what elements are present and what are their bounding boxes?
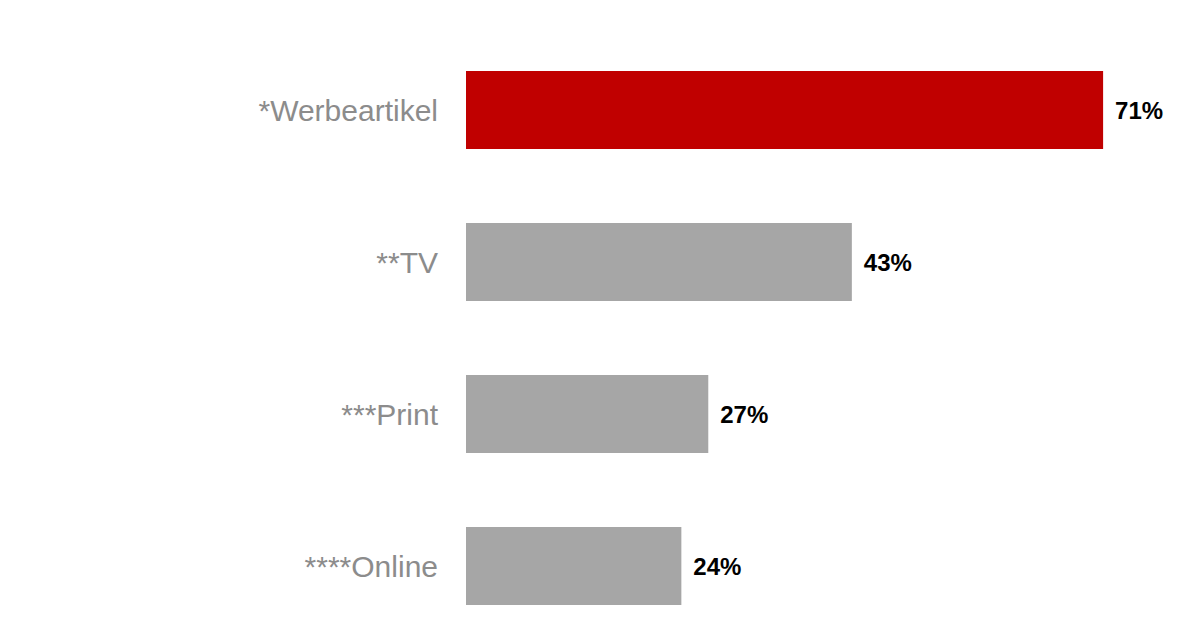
svg-text:27%: 27% (720, 401, 768, 428)
svg-text:**TV: **TV (376, 246, 438, 279)
svg-text:71%: 71% (1115, 97, 1163, 124)
svg-text:****Online: ****Online (305, 550, 438, 583)
svg-text:24%: 24% (693, 553, 741, 580)
svg-text:43%: 43% (864, 249, 912, 276)
svg-text:*Werbeartikel: *Werbeartikel (258, 94, 438, 127)
svg-text:***Print: ***Print (341, 398, 438, 431)
